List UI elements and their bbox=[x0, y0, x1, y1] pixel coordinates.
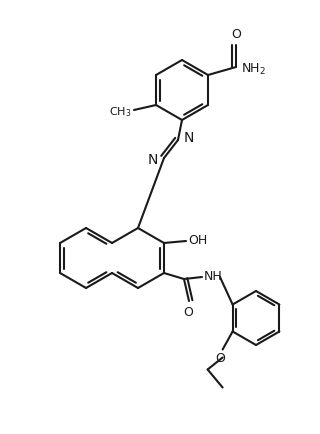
Text: N: N bbox=[148, 153, 158, 167]
Text: NH$_2$: NH$_2$ bbox=[241, 62, 266, 76]
Text: O: O bbox=[183, 306, 193, 319]
Text: OH: OH bbox=[188, 233, 207, 247]
Text: N: N bbox=[184, 131, 194, 145]
Text: O: O bbox=[231, 28, 241, 41]
Text: O: O bbox=[216, 352, 226, 365]
Text: CH$_3$: CH$_3$ bbox=[108, 105, 131, 119]
Text: NH: NH bbox=[204, 270, 223, 283]
